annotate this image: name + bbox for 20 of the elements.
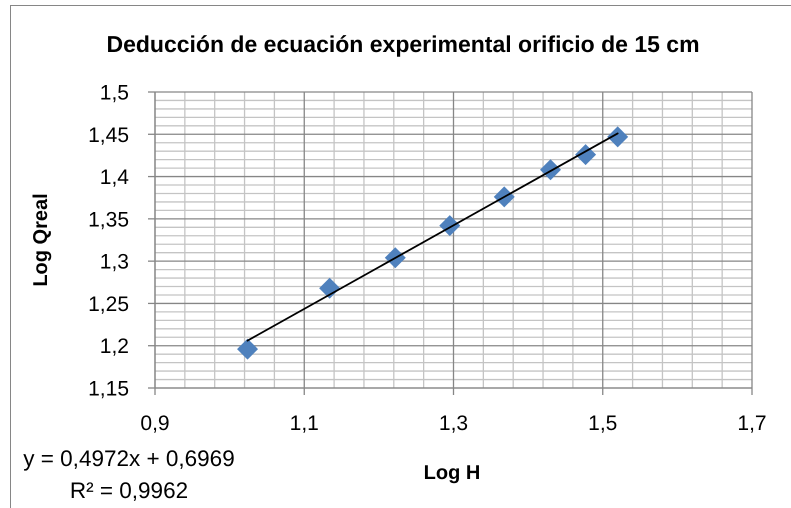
x-tick-label: 1,7 xyxy=(737,412,767,435)
x-tick-label: 0,9 xyxy=(140,412,170,435)
x-tick-label: 1,5 xyxy=(588,412,618,435)
y-tick-label: 1,25 xyxy=(88,292,129,316)
y-tick-label: 1,2 xyxy=(100,335,129,358)
y-tick-label: 1,4 xyxy=(100,166,130,190)
x-axis-title: Log H xyxy=(422,462,482,484)
y-axis-title: Log Qreal xyxy=(30,193,52,287)
chart-title: Deducción de ecuación experimental orificio de 15 cm xyxy=(105,31,701,57)
x-tick-label: 1,3 xyxy=(438,412,468,435)
text: y = 0,4972x + 0,6969 xyxy=(22,446,236,471)
x-tick-label: 1,1 xyxy=(290,412,319,435)
point xyxy=(237,338,258,360)
y-tick-label: 1,35 xyxy=(88,208,129,232)
y-tick-label: 1,15 xyxy=(88,378,129,400)
y-tick-label: 1,3 xyxy=(100,250,129,274)
y-tick-label: 1,5 xyxy=(100,82,129,104)
y-tick-label: 1,45 xyxy=(88,124,129,147)
text: R² = 0,9962 xyxy=(68,478,190,503)
point xyxy=(607,126,628,148)
